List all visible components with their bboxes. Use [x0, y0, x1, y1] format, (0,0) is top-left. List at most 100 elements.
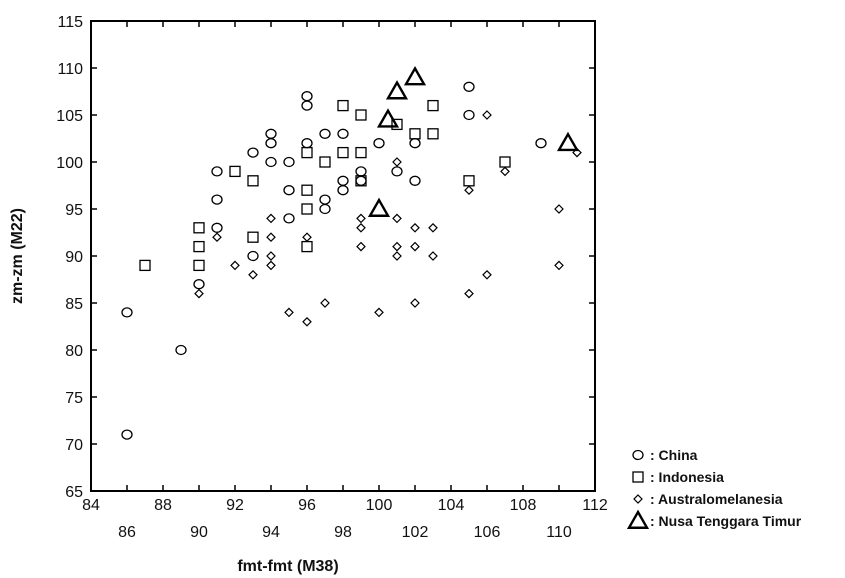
australomelanesia-point: [212, 232, 222, 243]
australomelanesia-point: [248, 269, 258, 280]
australomelanesia-point: [266, 232, 276, 243]
indonesia-point: [409, 128, 421, 140]
y-tick-label: 115: [57, 14, 83, 31]
china-point: [211, 222, 223, 233]
indonesia-point: [193, 240, 205, 253]
australomelanesia-point: [266, 251, 276, 261]
indonesia-point: [139, 259, 151, 272]
australomelanesia-point: [302, 232, 312, 243]
china-point: [535, 138, 547, 149]
australomelanesia-point: [464, 185, 474, 196]
x-tick-label-bottom: 94: [262, 524, 280, 541]
x-tick-label-top: 92: [226, 497, 244, 514]
australomelanesia-point: [230, 260, 240, 271]
china-point: [409, 175, 421, 186]
china-point: [211, 166, 223, 177]
y-tick-label: 90: [65, 249, 83, 266]
x-tick-label-bottom: 102: [402, 524, 429, 541]
series-circle: [121, 81, 547, 440]
legend-china-marker: [632, 449, 644, 461]
china-point: [193, 279, 205, 290]
y-tick-label: 105: [56, 108, 83, 125]
indonesia-point: [247, 175, 259, 187]
indonesia-point: [301, 203, 313, 215]
y-tick-label: 65: [65, 484, 83, 501]
series-diamond: [194, 110, 582, 327]
indonesia-point: [355, 175, 367, 187]
australomelanesia-point: [482, 110, 492, 120]
china-point: [337, 128, 349, 139]
nusa-tenggara-timur-point: [556, 131, 580, 152]
australomelanesia-point: [554, 260, 564, 271]
australomelanesia-point: [410, 241, 420, 252]
china-point: [337, 175, 349, 186]
china-point: [265, 156, 277, 168]
australomelanesia-point: [464, 288, 474, 299]
china-point: [301, 91, 313, 102]
china-point: [463, 109, 475, 121]
series-square: [139, 99, 511, 272]
indonesia-point: [229, 165, 241, 178]
x-tick-label-top: 84: [82, 497, 100, 514]
china-point: [283, 213, 295, 224]
china-point: [265, 138, 277, 149]
x-tick-label-top: 112: [582, 497, 608, 514]
indonesia-point: [193, 222, 205, 234]
australomelanesia-point: [266, 213, 276, 224]
china-point: [211, 194, 223, 205]
china-point: [301, 138, 313, 149]
x-tick-label-bottom: 90: [190, 524, 208, 541]
china-point: [121, 307, 133, 318]
legend-label: : Nusa Tenggara Timur: [650, 513, 802, 529]
legend: : China: Indonesia: Australomelanesia: N…: [626, 447, 802, 529]
indonesia-point: [355, 109, 367, 121]
y-axis-tick-labels: 65 70 75 80 85 90 95 100 105 110 115: [56, 14, 83, 501]
y-axis-title: zm-zm (M22): [9, 208, 26, 304]
indonesia-point: [427, 99, 439, 112]
nusa-tenggara-timur-point: [403, 65, 427, 86]
legend-label: : Indonesia: [650, 469, 724, 485]
axis-ticks: [90, 20, 596, 492]
series-triangle: [367, 65, 580, 217]
legend-australomelanesia-marker: [633, 494, 643, 504]
australomelanesia-point: [356, 222, 366, 233]
indonesia-point: [337, 99, 349, 112]
nusa-tenggara-timur-point: [376, 108, 400, 128]
x-tick-label-bottom: 98: [334, 524, 352, 541]
indonesia-point: [319, 156, 331, 168]
australomelanesia-point: [284, 307, 294, 318]
australomelanesia-point: [392, 241, 402, 252]
indonesia-point: [427, 128, 439, 140]
china-point: [391, 166, 403, 177]
indonesia-point: [247, 231, 259, 243]
china-point: [355, 175, 367, 186]
australomelanesia-point: [482, 269, 492, 280]
australomelanesia-point: [392, 157, 402, 167]
indonesia-point: [193, 259, 205, 272]
australomelanesia-point: [428, 222, 438, 233]
australomelanesia-point: [356, 241, 366, 252]
x-tick-label-bottom: 110: [546, 524, 572, 541]
indonesia-point: [301, 146, 313, 159]
x-tick-label-bottom: 86: [118, 524, 136, 541]
plot-frame: [90, 20, 596, 492]
indonesia-point: [301, 184, 313, 196]
x-axis-tick-labels-top-row: 84 88 92 96 100 104 108 112: [82, 497, 608, 514]
china-point: [247, 147, 259, 158]
china-point: [319, 128, 331, 139]
australomelanesia-point: [374, 307, 384, 318]
y-tick-label: 75: [65, 390, 83, 407]
china-point: [373, 138, 385, 149]
china-point: [355, 166, 367, 177]
australomelanesia-point: [194, 288, 204, 299]
x-tick-label-top: 108: [510, 497, 537, 514]
indonesia-point: [391, 118, 403, 131]
china-point: [301, 100, 313, 111]
australomelanesia-point: [320, 298, 330, 308]
china-point: [319, 194, 331, 205]
china-point: [337, 185, 349, 196]
indonesia-point: [499, 156, 511, 168]
australomelanesia-point: [302, 316, 312, 327]
china-point: [463, 81, 475, 92]
